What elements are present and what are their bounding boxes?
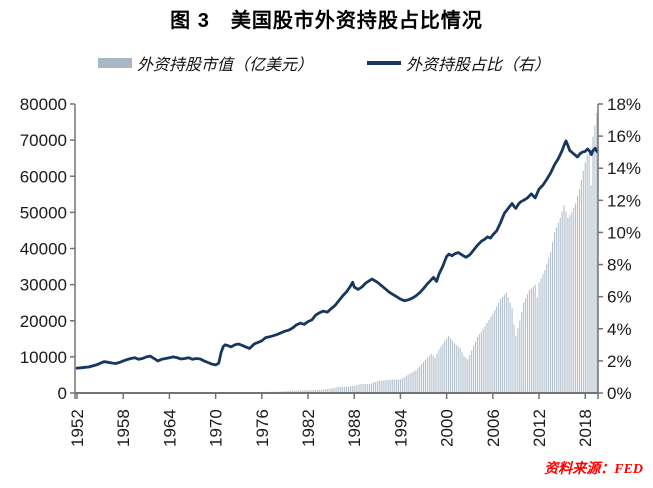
- svg-text:60000: 60000: [20, 167, 67, 186]
- svg-text:16%: 16%: [607, 127, 641, 146]
- svg-text:2006: 2006: [484, 409, 503, 447]
- svg-text:1988: 1988: [345, 409, 364, 447]
- svg-text:2%: 2%: [607, 352, 632, 371]
- bar-series-swatch-icon: [98, 58, 132, 68]
- svg-text:50000: 50000: [20, 203, 67, 222]
- svg-text:20000: 20000: [20, 312, 67, 331]
- svg-text:1964: 1964: [160, 409, 179, 447]
- svg-text:1994: 1994: [391, 409, 410, 447]
- svg-text:0: 0: [58, 384, 67, 403]
- legend-label-line-series: 外资持股占比（右）: [406, 57, 551, 74]
- svg-text:1952: 1952: [68, 409, 87, 447]
- legend-item-line-series: 外资持股占比（右）: [367, 51, 550, 75]
- line-series-swatch-icon: [367, 61, 402, 65]
- legend-item-bar-series: 外资持股市值（亿美元）: [98, 51, 313, 75]
- svg-text:0%: 0%: [607, 384, 632, 403]
- svg-text:10000: 10000: [20, 348, 67, 367]
- svg-text:1958: 1958: [114, 409, 133, 447]
- svg-text:1970: 1970: [207, 409, 226, 447]
- svg-text:14%: 14%: [607, 159, 641, 178]
- svg-text:80000: 80000: [20, 95, 67, 114]
- svg-text:30000: 30000: [20, 276, 67, 295]
- svg-text:2012: 2012: [530, 409, 549, 447]
- svg-text:6%: 6%: [607, 288, 632, 307]
- svg-text:12%: 12%: [607, 191, 641, 210]
- svg-text:1982: 1982: [299, 409, 318, 447]
- svg-text:10%: 10%: [607, 223, 641, 242]
- svg-text:18%: 18%: [607, 95, 641, 114]
- legend-label-bar-series: 外资持股市值（亿美元）: [137, 57, 314, 74]
- svg-text:8%: 8%: [607, 256, 632, 275]
- svg-text:4%: 4%: [607, 320, 632, 339]
- svg-text:2018: 2018: [576, 409, 595, 447]
- svg-text:40000: 40000: [20, 240, 67, 259]
- source-note: 资料来源：FED: [544, 462, 643, 477]
- svg-text:2000: 2000: [438, 409, 457, 447]
- figure-title: 图 3 美国股市外资持股占比情况: [170, 10, 483, 32]
- chart-legend: 外资持股市值（亿美元） 外资持股占比（右）: [98, 51, 550, 75]
- svg-text:70000: 70000: [20, 131, 67, 150]
- svg-text:1976: 1976: [253, 409, 272, 447]
